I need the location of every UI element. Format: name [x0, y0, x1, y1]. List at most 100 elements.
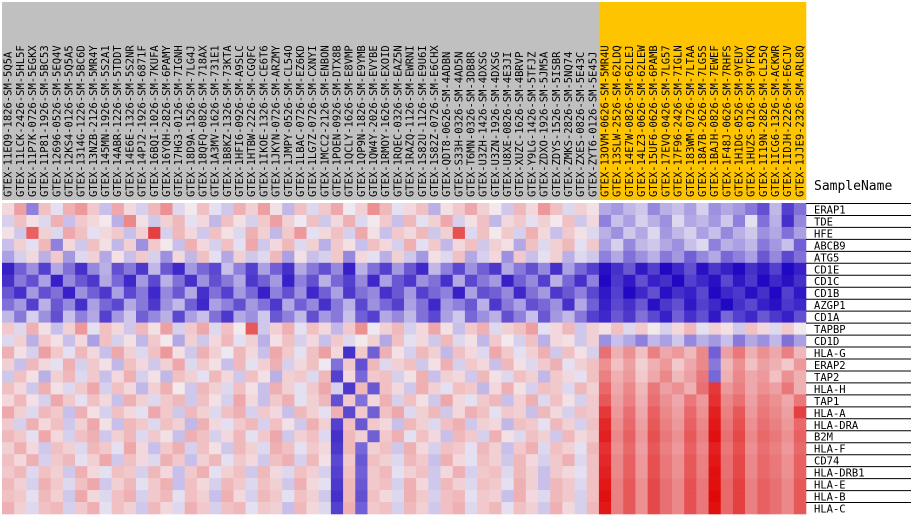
- heatmap-cell: [708, 394, 722, 407]
- heatmap-cell: [379, 346, 393, 359]
- heatmap-cell: [87, 382, 100, 395]
- heatmap-cell: [708, 203, 722, 216]
- heatmap-cell: [282, 322, 295, 335]
- heatmap-cell: [623, 430, 636, 443]
- heatmap-cell: [355, 322, 368, 335]
- heatmap-cell: [196, 430, 210, 443]
- heatmap-cell: [781, 203, 795, 216]
- sample-header-cell: [294, 2, 307, 200]
- heatmap-cell: [781, 298, 795, 311]
- heatmap-cell: [87, 394, 100, 407]
- heatmap-cell: [732, 358, 746, 371]
- sample-header-cell: [623, 2, 636, 200]
- sample-header-cell: [355, 2, 368, 200]
- heatmap-cell: [270, 262, 283, 276]
- heatmap-cell: [184, 298, 198, 311]
- heatmap-cell: [196, 382, 210, 395]
- heatmap-cell: [550, 394, 563, 407]
- sample-label: GTEX-Y9LG-1426-SM-5TFJZ: [526, 52, 538, 197]
- sample-label: GTEX-1QW4Y-2026-SM-EVYBE: [368, 45, 380, 197]
- heatmap-cell: [111, 418, 125, 431]
- heatmap-cell: [428, 418, 441, 431]
- heatmap-cell: [464, 250, 478, 264]
- heatmap-cell: [330, 382, 344, 395]
- heatmap-cell: [501, 406, 514, 419]
- sample-label: GTEX-183WM-0726-SM-7LTAA: [685, 45, 697, 197]
- heatmap-cell: [184, 274, 198, 288]
- heatmap-cell: [672, 358, 685, 371]
- heatmap-cell: [294, 370, 307, 383]
- heatmap-cell: [477, 406, 490, 419]
- heatmap-cell: [148, 370, 161, 383]
- heatmap-cell: [586, 502, 600, 515]
- heatmap-cell: [318, 203, 332, 216]
- heatmap-cell: [62, 370, 76, 383]
- heatmap-cell: [38, 430, 52, 443]
- heatmap-cell: [196, 214, 210, 228]
- heatmap-cell: [294, 430, 307, 443]
- heatmap-cell: [172, 203, 186, 216]
- heatmap-cell: [136, 382, 149, 395]
- heatmap-cell: [123, 238, 137, 252]
- heatmap-cell: [757, 286, 770, 299]
- heatmap-cell: [538, 274, 551, 288]
- sample-header-cell: [172, 2, 186, 200]
- heatmap-cell: [160, 370, 173, 383]
- heatmap-cell: [428, 370, 441, 383]
- sample-header-cell: [416, 2, 429, 200]
- heatmap-cell: [477, 203, 490, 216]
- heatmap-cell: [489, 334, 502, 347]
- heatmap-cell: [196, 334, 210, 347]
- heatmap-cell: [318, 358, 332, 371]
- heatmap-cell: [586, 298, 600, 311]
- heatmap-cell: [330, 310, 344, 323]
- heatmap-cell: [464, 262, 478, 276]
- heatmap-cell: [659, 502, 673, 515]
- heatmap-cell: [38, 502, 52, 515]
- heatmap-cell: [513, 454, 527, 467]
- heatmap-cell: [379, 238, 393, 252]
- heatmap-cell: [282, 238, 295, 252]
- heatmap-cell: [501, 274, 514, 288]
- heatmap-cell: [550, 454, 563, 467]
- heatmap-cell: [209, 214, 222, 228]
- heatmap-cell: [684, 478, 697, 491]
- heatmap-cell: [99, 203, 112, 216]
- heatmap-cell: [428, 226, 441, 240]
- gene-label: B2M: [814, 432, 833, 444]
- heatmap-cell: [732, 274, 746, 288]
- heatmap-cell: [257, 502, 271, 515]
- heatmap-cell: [793, 502, 807, 515]
- heatmap-cell: [38, 454, 52, 467]
- heatmap-cell: [404, 238, 417, 252]
- heatmap-cell: [659, 370, 673, 383]
- heatmap-cell: [391, 466, 405, 479]
- heatmap-cell: [148, 358, 161, 371]
- heatmap-cell: [367, 310, 380, 323]
- heatmap-cell: [209, 250, 222, 264]
- heatmap-cell: [757, 454, 770, 467]
- heatmap-cell: [245, 358, 259, 371]
- heatmap-cell: [745, 502, 758, 515]
- heatmap-cell: [75, 214, 88, 228]
- heatmap-cell: [416, 346, 429, 359]
- heatmap-cell: [160, 430, 173, 443]
- sample-label: GTEX-14E7W-0826-SM-62LEJ: [624, 45, 636, 197]
- heatmap-cell: [209, 502, 222, 515]
- heatmap-cell: [172, 346, 186, 359]
- heatmap-cell: [635, 406, 648, 419]
- sample-header-cell: [452, 2, 466, 200]
- heatmap-cell: [477, 502, 490, 515]
- heatmap-cell: [136, 262, 149, 276]
- heatmap-cell: [50, 274, 64, 288]
- heatmap-cell: [525, 214, 539, 228]
- heatmap-cell: [245, 478, 259, 491]
- heatmap-cell: [282, 310, 295, 323]
- heatmap-cell: [489, 370, 502, 383]
- heatmap-cell: [623, 298, 636, 311]
- heatmap-cell: [525, 406, 539, 419]
- heatmap-cell: [87, 250, 100, 264]
- heatmap-cell: [586, 310, 600, 323]
- heatmap-cell: [306, 346, 320, 359]
- heatmap-cell: [416, 286, 429, 299]
